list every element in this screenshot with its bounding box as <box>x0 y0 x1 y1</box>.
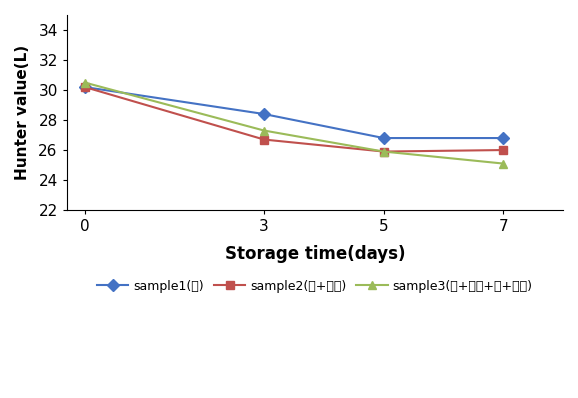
sample2(감+키위) <box>81 85 88 90</box>
sample1(감) <box>500 136 507 140</box>
sample3(감+키위+배+산약) <box>81 80 88 85</box>
sample1(감) <box>380 136 387 140</box>
sample3(감+키위+배+산약) <box>261 128 268 133</box>
X-axis label: Storage time(days): Storage time(days) <box>225 245 405 263</box>
sample3(감+키위+배+산약) <box>380 149 387 154</box>
Line: sample1(감): sample1(감) <box>80 83 507 142</box>
sample2(감+키위) <box>380 149 387 154</box>
Line: sample2(감+키위): sample2(감+키위) <box>80 83 507 156</box>
Line: sample3(감+키위+배+산약): sample3(감+키위+배+산약) <box>80 78 507 168</box>
sample2(감+키위) <box>261 137 268 142</box>
Legend: sample1(감), sample2(감+키위), sample3(감+키위+배+산약): sample1(감), sample2(감+키위), sample3(감+키위+… <box>92 275 538 298</box>
sample1(감) <box>81 85 88 90</box>
sample3(감+키위+배+산약) <box>500 161 507 166</box>
sample2(감+키위) <box>500 148 507 152</box>
sample1(감) <box>261 112 268 117</box>
Y-axis label: Hunter value(L): Hunter value(L) <box>15 45 30 180</box>
